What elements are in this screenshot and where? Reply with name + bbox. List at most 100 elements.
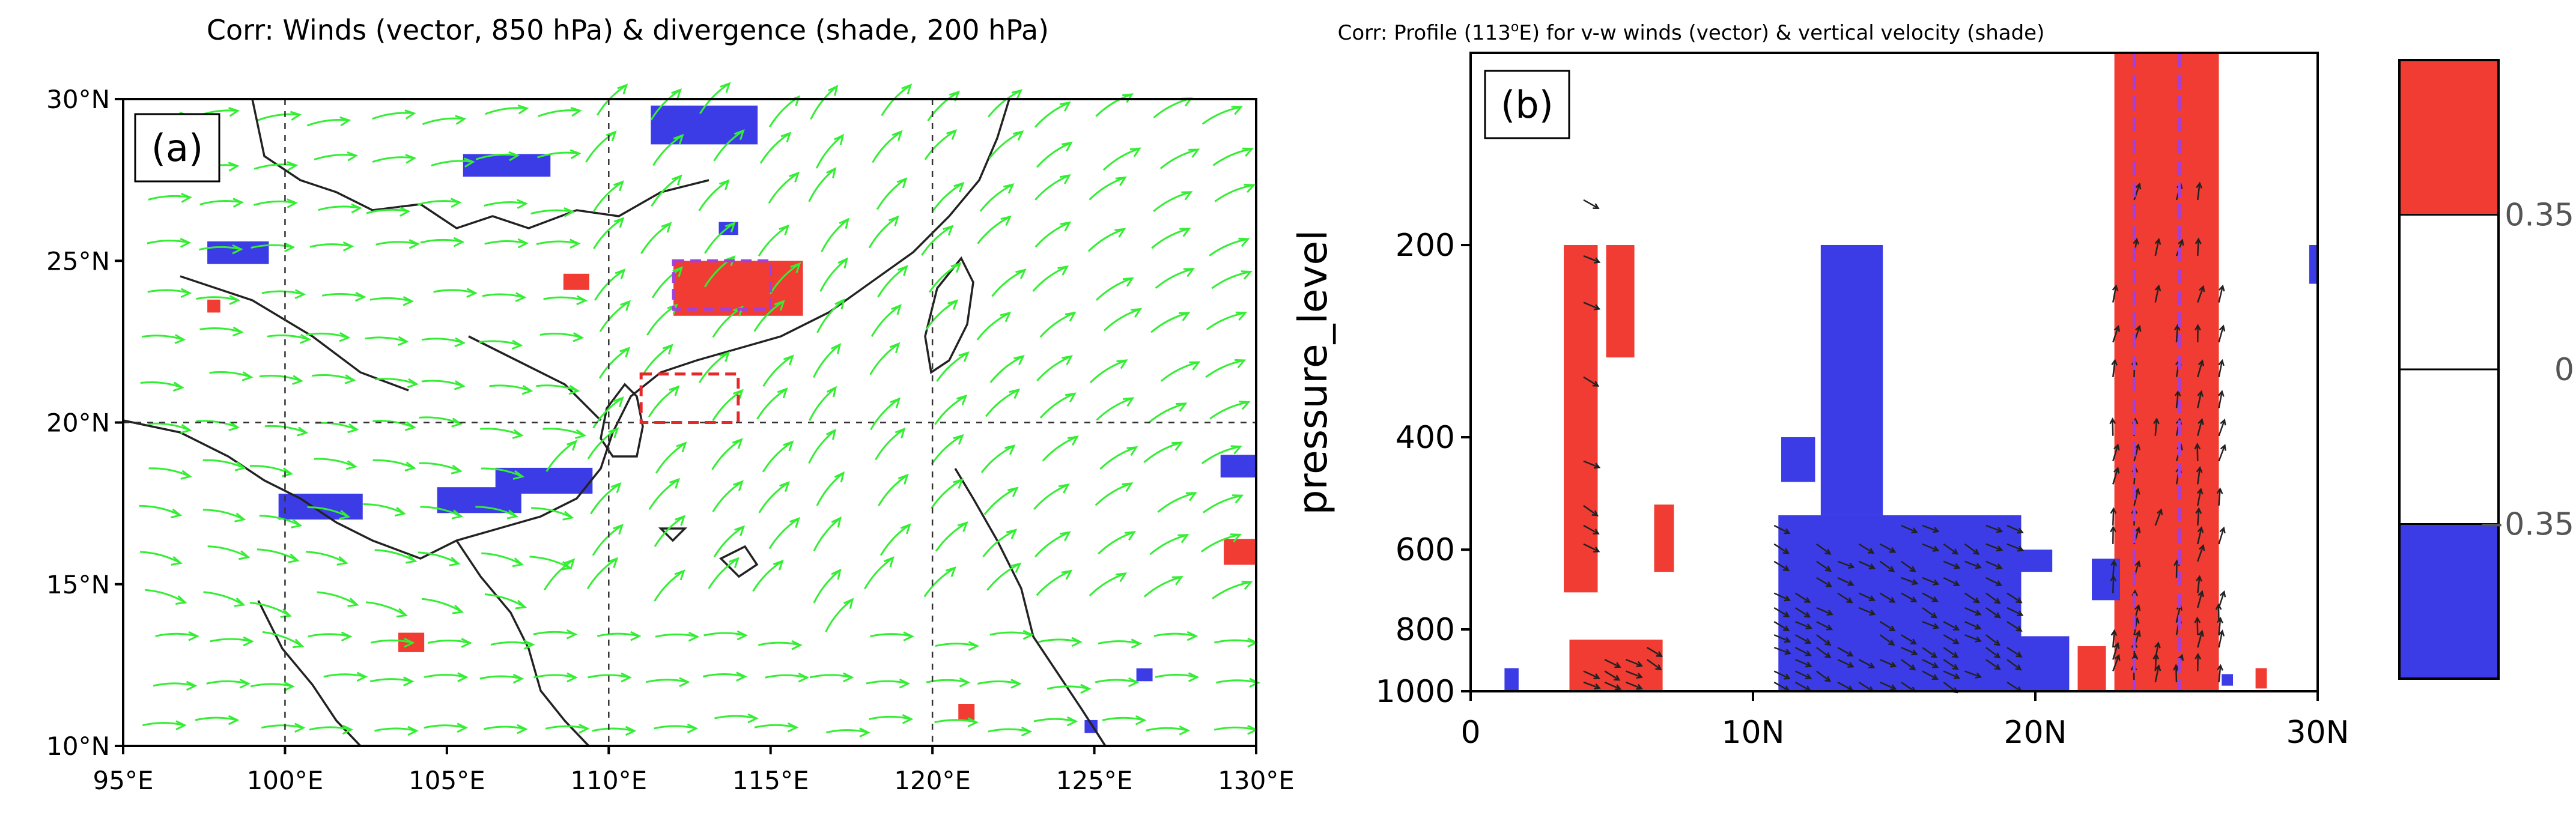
wind-vector-head	[2219, 590, 2226, 598]
wind-vector	[1922, 592, 1938, 602]
streamline	[485, 107, 527, 115]
streamline-arrowhead	[671, 174, 682, 186]
streamline-arrowhead	[1242, 147, 1254, 157]
wind-vector	[2218, 527, 2225, 545]
y-axis-ticks: 30°N 25°N 20°N 15°N 10°N	[46, 85, 123, 761]
panel-a-title: Corr: Winds (vector, 850 hPa) & divergen…	[207, 14, 1049, 46]
wind-vector-head	[1932, 545, 1940, 552]
wind-vector	[2175, 665, 2178, 683]
streamline	[1102, 716, 1145, 721]
streamline	[768, 172, 799, 204]
wind-vector-head	[2154, 664, 2161, 671]
wind-vector-head	[2134, 526, 2141, 533]
wind-vector-head	[2110, 559, 2118, 566]
wind-vector-head	[1910, 596, 1918, 602]
wind-vector-head	[2177, 653, 2184, 661]
wind-vector-head	[1805, 623, 1812, 629]
streamline	[1151, 228, 1189, 249]
wind-streamlines	[139, 82, 1260, 738]
streamline-arrowhead	[613, 396, 624, 408]
wind-vector	[2006, 592, 2022, 603]
wind-vector-head	[2196, 465, 2203, 473]
streamline	[259, 515, 301, 527]
streamline-arrowhead	[1012, 130, 1024, 141]
wind-vector-head	[2194, 616, 2201, 623]
wind-vector	[2006, 647, 2022, 658]
x-axis-ticks-b: 0 10N 20N 30N	[1460, 691, 2350, 751]
wind-vector-head	[1636, 683, 1643, 690]
streamline-arrowhead	[774, 300, 785, 311]
wind-vector-head	[2109, 417, 2116, 425]
wind-vector-head	[2178, 238, 2184, 246]
streamline-arrowhead	[567, 440, 578, 451]
streamline-arrowhead	[512, 673, 524, 684]
streamline	[713, 130, 744, 162]
wind-vector-head	[2198, 359, 2205, 366]
streamline	[703, 632, 746, 637]
streamline-arrowhead	[1128, 677, 1140, 688]
streamline	[250, 683, 293, 688]
streamline-arrowhead	[661, 222, 672, 233]
wind-vector	[1583, 681, 1600, 689]
coastline-segment	[719, 545, 759, 578]
streamline-arrowhead	[284, 681, 295, 692]
streamline	[1203, 494, 1242, 513]
streamline-arrowhead	[575, 429, 587, 440]
streamline	[875, 428, 905, 461]
streamline-arrowhead	[521, 385, 533, 395]
streamline	[645, 679, 688, 683]
wind-vector-head	[2134, 629, 2141, 637]
wind-vector	[1794, 634, 1811, 644]
wind-vector-head	[1592, 381, 1600, 387]
streamline	[257, 113, 300, 121]
y-tick-label: 200	[1396, 228, 1455, 264]
streamline	[147, 240, 190, 244]
streamline-arrowhead	[898, 473, 909, 485]
streamline-arrowhead	[891, 304, 902, 315]
wind-vector-head	[1953, 673, 1961, 679]
streamline-arrowhead	[1068, 435, 1079, 446]
wind-vector	[1794, 647, 1811, 656]
wind-vector	[1773, 646, 1790, 655]
wind-vector-head	[1594, 683, 1601, 690]
wind-vector	[1816, 670, 1830, 682]
wind-vector-head	[1889, 596, 1896, 603]
positive-divergence-patch	[673, 261, 803, 316]
streamline	[752, 560, 783, 592]
y-tick-label: 25°N	[46, 246, 110, 276]
wind-vector	[1604, 659, 1620, 668]
wind-vector	[1985, 647, 2000, 658]
wind-vector-head	[1952, 548, 1959, 555]
streamline-arrowhead	[1126, 446, 1138, 456]
y-tick-label: 10°N	[46, 732, 110, 761]
streamline-arrowhead	[229, 295, 241, 305]
streamline	[1034, 222, 1071, 248]
streamline-arrowhead	[1239, 401, 1251, 410]
streamline	[1157, 492, 1196, 513]
streamline	[934, 719, 977, 724]
streamline-arrowhead	[839, 217, 849, 229]
wind-vector	[1604, 670, 1620, 681]
wind-vector-head	[1975, 610, 1982, 616]
wind-vector	[1816, 634, 1831, 646]
wind-vector-head	[1847, 580, 1855, 586]
streamline-arrowhead	[397, 336, 409, 347]
wind-vector-head	[2198, 629, 2204, 637]
wind-vector-head	[1824, 639, 1832, 646]
streamline-arrowhead	[671, 88, 682, 100]
streamline-arrowhead	[1062, 141, 1073, 152]
streamline-arrowhead	[613, 524, 624, 535]
wind-vector-head	[2195, 507, 2202, 514]
streamline-arrowhead	[172, 381, 184, 392]
streamline-arrowhead	[1114, 228, 1126, 238]
panel-b: Corr: Profile (113oE) for v-w winds (vec…	[1290, 20, 2350, 751]
streamline-arrowhead	[719, 351, 731, 362]
streamline	[1214, 726, 1257, 731]
wind-vector-head	[1910, 638, 1917, 645]
streamline	[481, 467, 523, 477]
streamline	[424, 674, 467, 679]
streamline-arrowhead	[952, 478, 964, 489]
streamline	[923, 567, 956, 598]
streamline-arrowhead	[892, 130, 903, 141]
wind-vector-head	[1975, 563, 1982, 569]
